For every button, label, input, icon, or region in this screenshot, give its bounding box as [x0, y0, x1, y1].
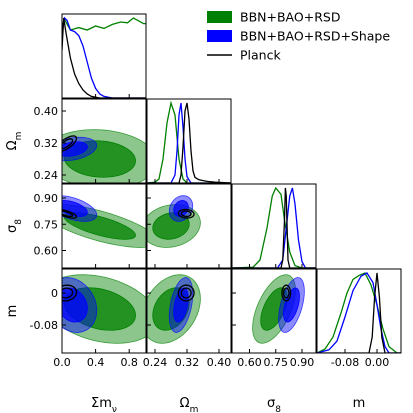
contour-95-mnu-s8 — [62, 209, 78, 219]
x-tick-label: 0.4 — [87, 356, 105, 369]
panel-om-om — [147, 100, 231, 183]
y-tick-label: 0.90 — [34, 192, 59, 205]
contour-68-mnu-om — [62, 138, 74, 150]
x-tick-label: 0.90 — [290, 356, 315, 369]
y-axis-label-om-symbol: Ω — [5, 140, 20, 150]
y-axis-label-m-symbol: m — [5, 305, 20, 318]
x-tick-label: 0.60 — [237, 356, 262, 369]
panel-frame — [146, 183, 232, 269]
contour-95-om-m — [177, 284, 195, 302]
x-axis-label-mnu-symbol: Σm — [91, 396, 112, 411]
x-axis-label-mnu: Σmν — [91, 396, 117, 413]
x-tick-label: 0.40 — [207, 356, 232, 369]
y-tick-label: 0.24 — [34, 169, 59, 182]
panel-frame — [231, 268, 317, 354]
panel-frame — [61, 13, 147, 99]
marginal-line-s8 — [232, 186, 316, 268]
y-axis-label-s8-symbol: σ — [5, 225, 20, 233]
marginal-line-m — [317, 272, 401, 353]
x-tick-label: 0.32 — [175, 356, 200, 369]
x-tick-label: 0.24 — [143, 356, 168, 369]
contour-68-s8-m — [283, 287, 300, 323]
marginal-line-m — [317, 272, 401, 353]
x-axis-label-m-symbol: m — [353, 396, 366, 411]
panel-m-m — [317, 272, 401, 353]
x-axis-label-mnu-subscript: ν — [112, 405, 117, 413]
marginal-line-om — [147, 102, 231, 183]
y-tick-label: 0.40 — [34, 105, 59, 118]
panel-om-mnu — [62, 129, 146, 183]
x-axis-label-s8-subscript: 8 — [275, 405, 281, 413]
panel-s8-mnu — [62, 195, 146, 248]
panel-frame — [146, 268, 232, 354]
legend-swatch — [207, 30, 232, 42]
y-axis-label-m: m — [5, 305, 20, 318]
x-tick-label: -0.08 — [331, 356, 359, 369]
marginal-line-mnu — [62, 16, 146, 98]
panel-frame — [146, 98, 232, 184]
panel-m-mnu — [62, 274, 146, 344]
panel-mnu-mnu — [62, 16, 146, 98]
panel-s8-s8 — [232, 186, 316, 268]
legend-label: BBN+BAO+RSD+Shape — [240, 29, 390, 44]
contour-95-mnu-om — [62, 135, 78, 152]
marginal-line-m — [317, 272, 401, 353]
legend: BBN+BAO+RSD BBN+BAO+RSD+Shape Planck — [207, 10, 390, 63]
marginal-line-om — [147, 100, 231, 183]
panel-m-s8 — [252, 274, 305, 344]
x-axis-label-om-symbol: Ω — [180, 396, 190, 411]
contour-68-s8-m — [260, 287, 288, 331]
x-tick-label: 0.75 — [264, 356, 289, 369]
x-axis-label-s8: σ8 — [267, 396, 281, 413]
marginal-line-om — [147, 102, 231, 183]
panel-m-om — [147, 274, 201, 344]
contour-68-mnu-m — [62, 287, 88, 323]
plot-root: 0.240.320.400.600.750.900.0 0.4 0.8-0.0800… — [5, 13, 402, 413]
y-axis-label-s8: σ8 — [5, 219, 24, 233]
x-tick-label: 0.0 — [53, 356, 71, 369]
y-axis-label-om-subscript: m — [14, 132, 24, 141]
y-axis-label-s8-subscript: 8 — [14, 219, 24, 225]
y-tick-label: 0.32 — [34, 137, 59, 150]
contour-68-s8-m — [282, 287, 290, 299]
x-axis-label-m: m — [353, 396, 366, 411]
contour-95-om-s8 — [177, 208, 195, 219]
y-tick-label: 0.75 — [34, 218, 59, 231]
y-tick-label: 0 — [51, 287, 58, 300]
contour-95-s8-m — [281, 284, 292, 302]
contour-68-mnu-s8 — [62, 210, 74, 218]
x-tick-label: 0.00 — [365, 356, 390, 369]
contour-68-om-s8 — [180, 210, 192, 218]
marginal-line-mnu — [62, 17, 146, 31]
panel-frame — [316, 268, 402, 354]
legend-label: BBN+BAO+RSD — [240, 10, 340, 25]
contour-68-mnu-m — [62, 287, 74, 299]
y-tick-label: 0.60 — [34, 245, 59, 258]
marginal-line-s8 — [232, 187, 316, 268]
y-axis-label-om: Ωm — [5, 132, 24, 151]
legend-swatch — [207, 11, 232, 23]
y-tick-label: -0.08 — [30, 319, 58, 332]
panel-s8-om — [147, 195, 201, 248]
marginal-line-mnu — [62, 17, 146, 98]
panel-frame — [61, 183, 147, 269]
panel-frame — [231, 183, 317, 269]
x-axis-label-om: Ωm — [180, 396, 199, 413]
x-axis-label-s8-symbol: σ — [267, 396, 275, 411]
marginal-line-s8 — [232, 187, 316, 268]
legend-label: Planck — [240, 48, 281, 63]
contour-68-om-s8 — [173, 200, 189, 217]
panel-frame — [61, 98, 147, 184]
x-tick-label: 0.8 — [120, 356, 138, 369]
contour-68-om-m — [180, 287, 192, 299]
x-axis-label-om-subscript: m — [190, 405, 199, 413]
contour-95-mnu-m — [62, 284, 78, 302]
panel-frame — [61, 268, 147, 354]
